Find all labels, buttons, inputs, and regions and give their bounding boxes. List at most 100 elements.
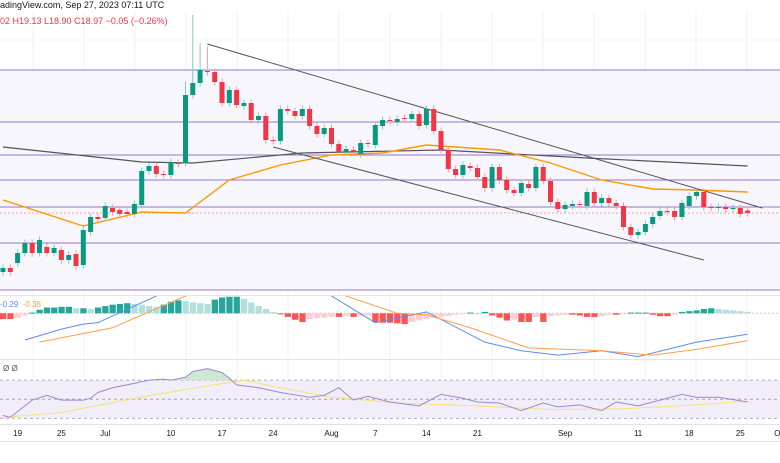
candle	[139, 167, 145, 209]
candle	[153, 162, 159, 178]
candle	[701, 188, 707, 211]
macd-histogram-bar	[36, 309, 43, 314]
macd-histogram-bar	[255, 306, 262, 314]
candle	[635, 228, 641, 239]
candle	[161, 170, 167, 179]
macd-histogram-bar	[620, 313, 627, 315]
candle	[723, 203, 729, 213]
candle	[0, 264, 6, 276]
macd-histogram-bar	[80, 308, 87, 314]
candle-body	[496, 167, 502, 180]
macd-histogram-bar	[525, 313, 532, 322]
candle-body	[285, 109, 291, 111]
candle	[540, 163, 546, 185]
macd-histogram-bar	[306, 313, 313, 320]
candle	[416, 110, 422, 130]
candle-body	[628, 227, 634, 235]
macd-histogram-bar	[481, 311, 489, 314]
rsi-legend-icons[interactable]: Ø Ø	[3, 364, 18, 373]
candle	[737, 204, 743, 218]
macd-histogram-bar	[204, 303, 211, 314]
rsi-ma-line	[2, 379, 748, 418]
candle-body	[292, 111, 298, 116]
macd-histogram-bar	[708, 308, 715, 314]
candle-body	[37, 240, 42, 253]
macd-histogram-bar	[262, 308, 270, 314]
candle-body	[664, 211, 670, 212]
candle-body	[117, 210, 123, 214]
candle	[285, 105, 291, 115]
candle-body	[679, 203, 685, 217]
macd-histogram-bar	[109, 304, 116, 314]
macd-histogram-bar	[445, 313, 452, 317]
moving-average-long	[2, 146, 748, 167]
candle-body	[183, 95, 188, 163]
candle-body	[548, 181, 553, 202]
candle	[489, 163, 495, 192]
candle-body	[621, 206, 626, 227]
candle	[577, 200, 583, 209]
time-axis-label: 18	[685, 429, 694, 438]
signal-line	[39, 296, 748, 356]
candle	[350, 146, 356, 156]
candle-body	[131, 204, 137, 214]
time-axis-label: Aug	[324, 429, 338, 438]
candle-body	[475, 168, 480, 177]
candle-body	[701, 192, 707, 207]
time-axis-label: 19	[13, 429, 22, 438]
rsi-line	[2, 368, 748, 418]
candle	[555, 198, 561, 213]
trendline	[207, 43, 763, 209]
macd-histogram-bar	[357, 313, 364, 317]
candle	[73, 250, 79, 270]
candle	[212, 68, 218, 86]
macd-histogram-bar	[160, 304, 167, 314]
macd-histogram-bar	[146, 306, 153, 314]
candle-body	[504, 180, 510, 190]
candle-body	[423, 109, 429, 125]
macd-histogram-bar	[605, 313, 613, 315]
candle	[584, 188, 590, 210]
candle	[219, 78, 225, 107]
candle	[642, 220, 648, 236]
macd-histogram-bar	[518, 313, 525, 322]
candle-body	[110, 208, 115, 212]
macd-histogram-bar	[51, 307, 58, 314]
candle-body	[387, 120, 393, 121]
candle-body	[263, 116, 269, 140]
candle	[329, 124, 334, 148]
candle-body	[518, 183, 524, 193]
macd-histogram-bar	[189, 302, 197, 314]
candle-body	[358, 143, 364, 154]
candle-body	[146, 166, 152, 171]
candle	[66, 251, 72, 264]
candle	[270, 136, 276, 145]
candle-body	[365, 143, 371, 144]
candle-body	[745, 210, 751, 213]
macd-histogram-bar	[584, 313, 591, 317]
macd-histogram-bar	[153, 306, 160, 314]
macd-histogram-bar	[211, 299, 218, 314]
candle-body	[248, 103, 254, 120]
candle-body	[694, 192, 699, 196]
candle	[745, 207, 751, 217]
candle	[131, 200, 137, 218]
candle-body	[256, 116, 261, 120]
candle	[380, 116, 386, 130]
candle-body	[175, 163, 181, 164]
candle-body	[657, 211, 663, 216]
candle-body	[482, 177, 488, 188]
candle	[80, 226, 86, 269]
candle-body	[139, 171, 145, 205]
candle-body	[204, 71, 210, 72]
macd-histogram-bar	[693, 310, 700, 314]
chart-source-header: adingView.com, Sep 27, 2023 07:11 UTC	[0, 0, 165, 10]
candle	[343, 145, 349, 156]
macd-histogram-bar	[102, 306, 109, 314]
macd-histogram-bar	[124, 303, 131, 314]
candle-body	[599, 198, 605, 203]
macd-histogram-bar	[416, 313, 423, 321]
macd-histogram-bar	[21, 313, 29, 316]
candle	[599, 194, 605, 207]
